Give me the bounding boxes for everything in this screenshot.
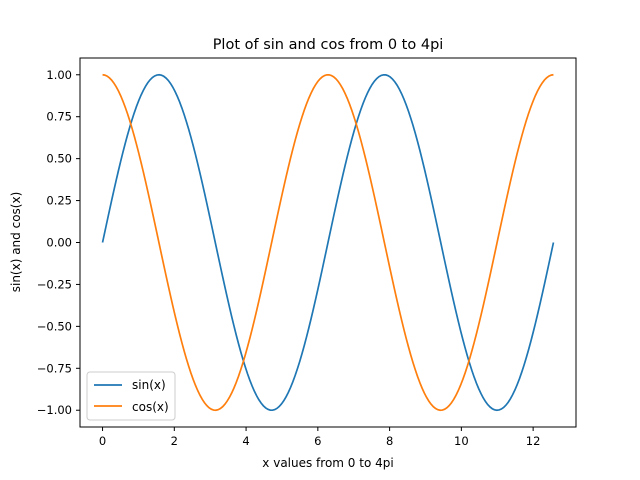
legend-box (86, 371, 176, 421)
series-line-sin (101, 73, 555, 412)
y-tick-label: −0.75 (37, 361, 72, 375)
legend: sin(x) cos(x) (86, 371, 176, 421)
series-layer (101, 73, 555, 412)
x-tick-label: 12 (526, 434, 541, 448)
y-tick-label: −1.00 (37, 403, 72, 417)
y-tick-label: 0.75 (46, 110, 72, 124)
y-tick-label: 1.00 (46, 68, 72, 82)
x-axis-ticks: 0 2 4 6 8 10 12 (99, 427, 541, 448)
x-tick-label: 4 (242, 434, 249, 448)
chart-title: Plot of sin and cos from 0 to 4pi (213, 37, 444, 53)
legend-label-sin: sin(x) (132, 378, 166, 392)
series-line-cos (102, 73, 554, 412)
x-tick-label: 6 (314, 434, 321, 448)
y-axis-label: sin(x) and cos(x) (9, 192, 23, 293)
y-tick-label: −0.25 (37, 277, 72, 291)
x-axis-label: x values from 0 to 4pi (262, 456, 393, 470)
legend-label-cos: cos(x) (132, 400, 169, 414)
x-tick-label: 10 (454, 434, 469, 448)
x-tick-label: 0 (99, 434, 106, 448)
y-tick-label: 0.25 (46, 194, 72, 208)
y-tick-label: −0.50 (37, 319, 72, 333)
y-tick-label: 0.50 (46, 152, 72, 166)
x-tick-label: 2 (171, 434, 178, 448)
y-tick-label: 0.00 (46, 236, 72, 250)
y-axis-ticks: −1.00 −0.75 −0.50 −0.25 0.00 0.25 0.50 0.75 1.00 (37, 68, 80, 417)
x-tick-label: 8 (386, 434, 393, 448)
